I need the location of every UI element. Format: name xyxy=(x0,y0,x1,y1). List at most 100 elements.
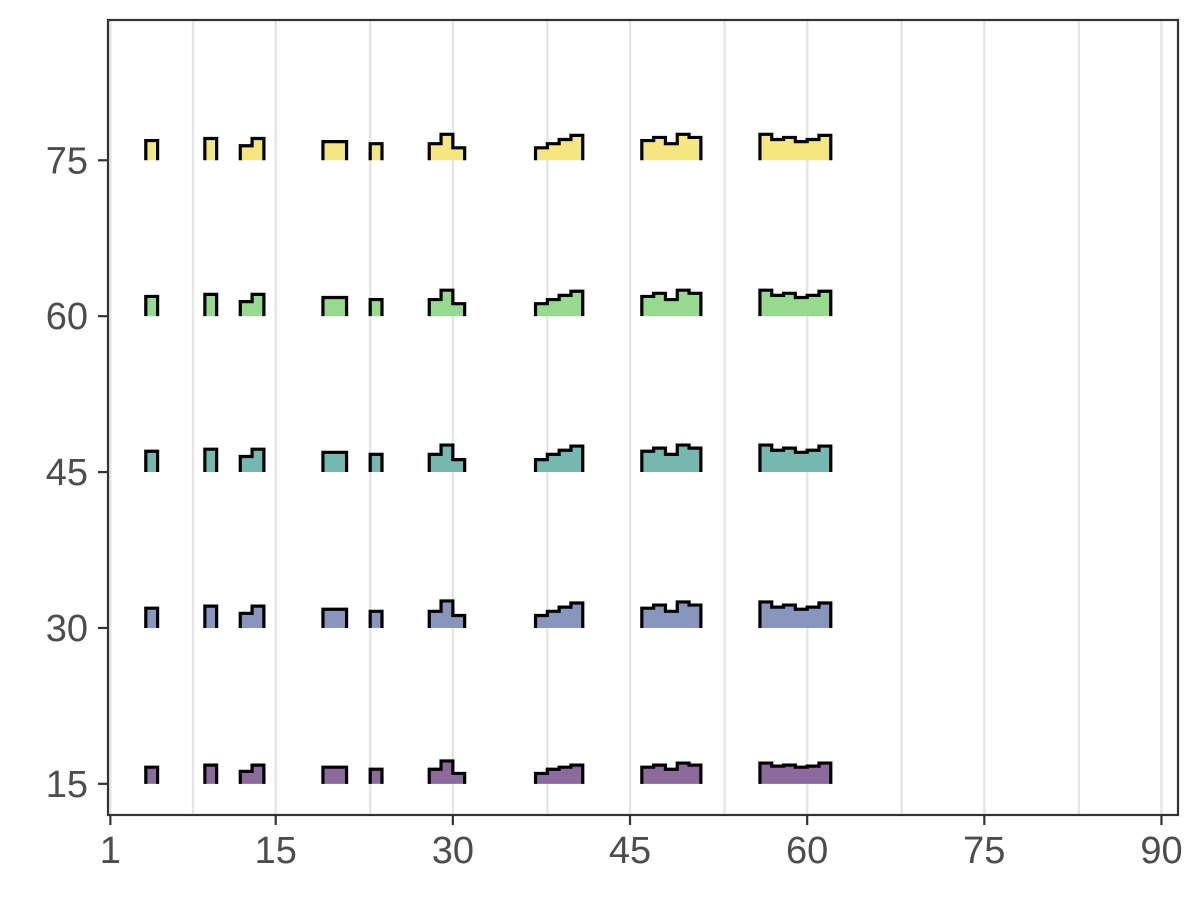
series-60-fill-4 xyxy=(322,297,347,317)
x-tick-label-15: 15 xyxy=(255,830,297,872)
series-45 xyxy=(144,443,833,473)
series-75-step-8 xyxy=(640,132,703,161)
series-45-step-4 xyxy=(321,450,349,473)
y-tick-label-60: 60 xyxy=(46,296,88,338)
series-75-step-2 xyxy=(203,136,219,161)
series-30-fill-6 xyxy=(429,600,465,628)
series-30-step-7 xyxy=(533,601,585,628)
series-75-fill-3 xyxy=(240,138,264,161)
series-45-fill-5 xyxy=(370,454,382,473)
series-75-step-4 xyxy=(321,139,349,161)
series-45-step-7 xyxy=(533,444,585,473)
series-30-fill-2 xyxy=(204,606,217,628)
y-tick-label-30: 30 xyxy=(46,608,88,650)
series-30 xyxy=(144,599,833,628)
series-15-step-4 xyxy=(321,765,349,784)
series-15-fill-1 xyxy=(145,767,158,784)
series-60-fill-6 xyxy=(429,290,465,317)
series-30-step-5 xyxy=(368,609,384,628)
series-30-step-9 xyxy=(758,600,833,628)
y-tick-label-15: 15 xyxy=(46,764,88,806)
grid-layer xyxy=(109,20,1163,815)
series-45-fill-4 xyxy=(322,452,347,473)
series-60-fill-3 xyxy=(240,294,264,317)
series-15-step-9 xyxy=(758,761,833,784)
series-15-step-5 xyxy=(368,767,384,784)
series-30-step-1 xyxy=(144,606,160,628)
series-60-step-4 xyxy=(321,295,349,317)
series-75-fill-6 xyxy=(429,134,465,161)
series-15-step-7 xyxy=(533,763,585,784)
series-15-step-2 xyxy=(203,763,219,784)
series-30-fill-7 xyxy=(535,603,583,628)
series-45-fill-7 xyxy=(535,446,583,473)
series-60-step-7 xyxy=(533,289,585,317)
series-45-step-9 xyxy=(758,443,833,473)
series-15-fill-6 xyxy=(429,760,465,784)
series-45-step-5 xyxy=(368,452,384,473)
series-30-fill-4 xyxy=(322,609,347,628)
series-75-step-7 xyxy=(533,133,585,161)
series-60-step-3 xyxy=(238,292,266,317)
series-30-step-8 xyxy=(640,600,703,628)
series-45-fill-2 xyxy=(204,449,217,473)
series-15-step-1 xyxy=(144,765,160,784)
series-30-fill-3 xyxy=(240,606,264,628)
series-45-step-2 xyxy=(203,447,219,473)
series-45-fill-1 xyxy=(145,451,158,473)
series-30-fill-8 xyxy=(641,601,701,628)
series-15-fill-4 xyxy=(322,767,347,784)
series-60-step-1 xyxy=(144,294,160,317)
series-75-step-9 xyxy=(758,132,833,161)
x-tick-label-90: 90 xyxy=(1140,830,1182,872)
y-tick-label-45: 45 xyxy=(46,452,88,494)
series-15-step-3 xyxy=(238,763,266,784)
series-75-fill-2 xyxy=(204,138,217,161)
series-15-fill-9 xyxy=(759,763,831,784)
x-tick-label-45: 45 xyxy=(609,830,651,872)
series-60-step-9 xyxy=(758,288,833,317)
series-60-fill-7 xyxy=(535,291,583,317)
series-30-step-2 xyxy=(203,604,219,628)
series-30-step-4 xyxy=(321,607,349,628)
plot-panel-border xyxy=(106,18,1180,817)
x-tick-label-75: 75 xyxy=(963,830,1005,872)
series-60-step-5 xyxy=(368,297,384,317)
series-60-fill-2 xyxy=(204,294,217,317)
series-75-fill-8 xyxy=(641,134,701,161)
y-tick-label-75: 75 xyxy=(46,140,88,182)
series-45-step-8 xyxy=(640,443,703,473)
series-layer xyxy=(144,132,833,784)
series-60-step-6 xyxy=(427,288,467,317)
series-30-fill-5 xyxy=(370,611,382,628)
series-45-fill-6 xyxy=(429,445,465,473)
series-75-step-6 xyxy=(427,132,467,161)
series-60-fill-8 xyxy=(641,290,701,317)
series-15-step-6 xyxy=(427,759,467,784)
series-75-step-5 xyxy=(368,142,384,161)
series-75 xyxy=(144,132,833,161)
series-15-fill-3 xyxy=(240,765,264,784)
series-15 xyxy=(144,759,833,784)
series-45-step-3 xyxy=(238,447,266,473)
series-60-fill-1 xyxy=(145,296,158,317)
series-15-fill-5 xyxy=(370,769,382,784)
series-15-fill-2 xyxy=(204,765,217,784)
series-45-fill-3 xyxy=(240,449,264,473)
x-tick-label-30: 30 xyxy=(432,830,474,872)
x-tick-label-1: 1 xyxy=(100,830,121,872)
series-60-step-2 xyxy=(203,292,219,317)
series-45-fill-8 xyxy=(641,445,701,473)
series-15-step-8 xyxy=(640,761,703,784)
series-30-fill-1 xyxy=(145,608,158,628)
series-75-fill-7 xyxy=(535,135,583,161)
series-45-step-1 xyxy=(144,449,160,473)
series-60-fill-5 xyxy=(370,299,382,317)
axis-layer: 1 15 30 45 60 75 90 15 30 45 60 75 xyxy=(46,140,1183,872)
series-75-fill-5 xyxy=(370,143,382,161)
series-30-step-6 xyxy=(427,599,467,628)
series-75-step-3 xyxy=(238,136,266,161)
series-45-step-6 xyxy=(427,443,467,473)
